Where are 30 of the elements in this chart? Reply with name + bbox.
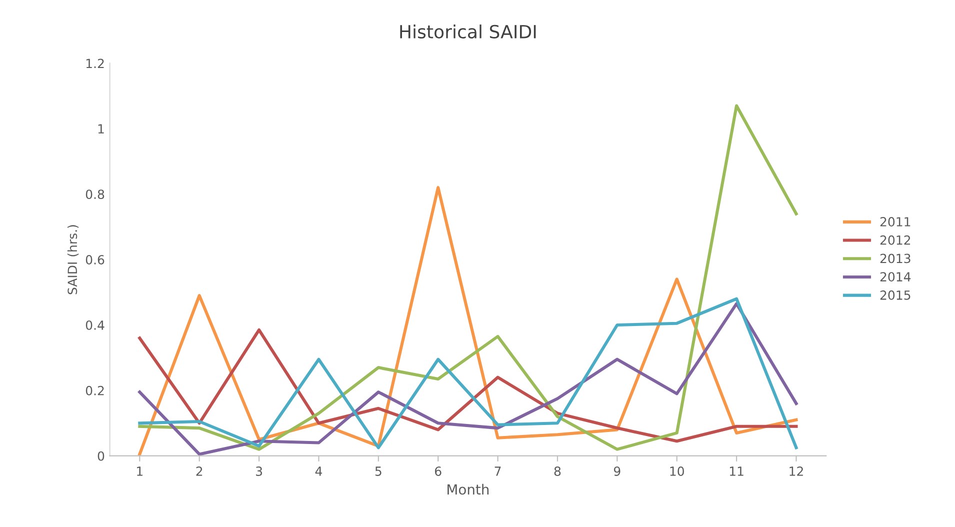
y-axis-title: SAIDI (hrs.) bbox=[67, 225, 79, 294]
y-tick-label: 0.6 bbox=[86, 255, 104, 264]
y-tick-label: 0 bbox=[98, 451, 104, 461]
y-tick-label: 0.2 bbox=[86, 386, 104, 396]
line-series bbox=[138, 328, 798, 443]
line-series bbox=[138, 186, 798, 456]
x-tick-label: 2 bbox=[196, 466, 202, 476]
legend-label: 2015 bbox=[880, 290, 910, 300]
x-tick-label: 1 bbox=[137, 466, 142, 476]
legend-label: 2012 bbox=[880, 235, 910, 245]
y-tick-label: 1 bbox=[98, 124, 104, 134]
line-series bbox=[138, 104, 798, 451]
x-tick-label: 5 bbox=[375, 466, 382, 476]
x-tick-label: 11 bbox=[730, 466, 744, 476]
chart-title: Historical SAIDI bbox=[400, 24, 536, 38]
x-tick-label: 12 bbox=[790, 466, 803, 476]
x-tick-label: 6 bbox=[435, 466, 442, 476]
legend-label: 2013 bbox=[880, 254, 910, 264]
x-tick-label: 8 bbox=[554, 466, 561, 476]
y-tick-label: 0.4 bbox=[86, 320, 104, 330]
x-tick-label: 9 bbox=[614, 466, 620, 476]
x-tick-label: 7 bbox=[494, 466, 501, 476]
x-tick-label: 10 bbox=[670, 466, 684, 476]
y-tick-label: 1.2 bbox=[86, 58, 104, 68]
x-tick-label: 3 bbox=[256, 466, 262, 476]
y-tick-label: 0.8 bbox=[86, 190, 104, 200]
x-tick-label: 4 bbox=[315, 466, 322, 476]
legend-label: 2011 bbox=[880, 217, 910, 226]
x-axis-title: Month bbox=[448, 484, 489, 495]
legend-label: 2014 bbox=[880, 272, 911, 282]
